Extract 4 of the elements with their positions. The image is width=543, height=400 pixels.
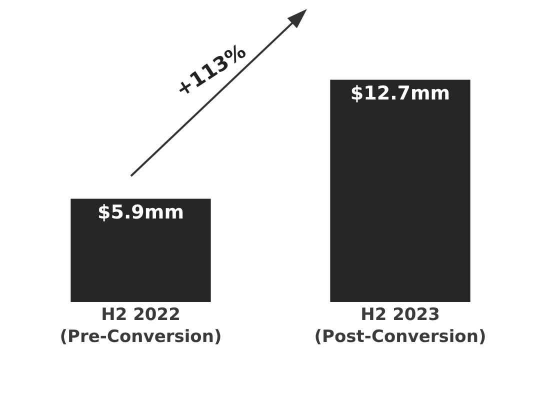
data-label: $5.9mm [98,202,184,224]
x-tick-label: H2 2022 (Pre-Conversion) [60,305,222,348]
data-label: $12.7mm [350,82,450,105]
x-tick-label: H2 2023 (Post-Conversion) [314,305,486,348]
